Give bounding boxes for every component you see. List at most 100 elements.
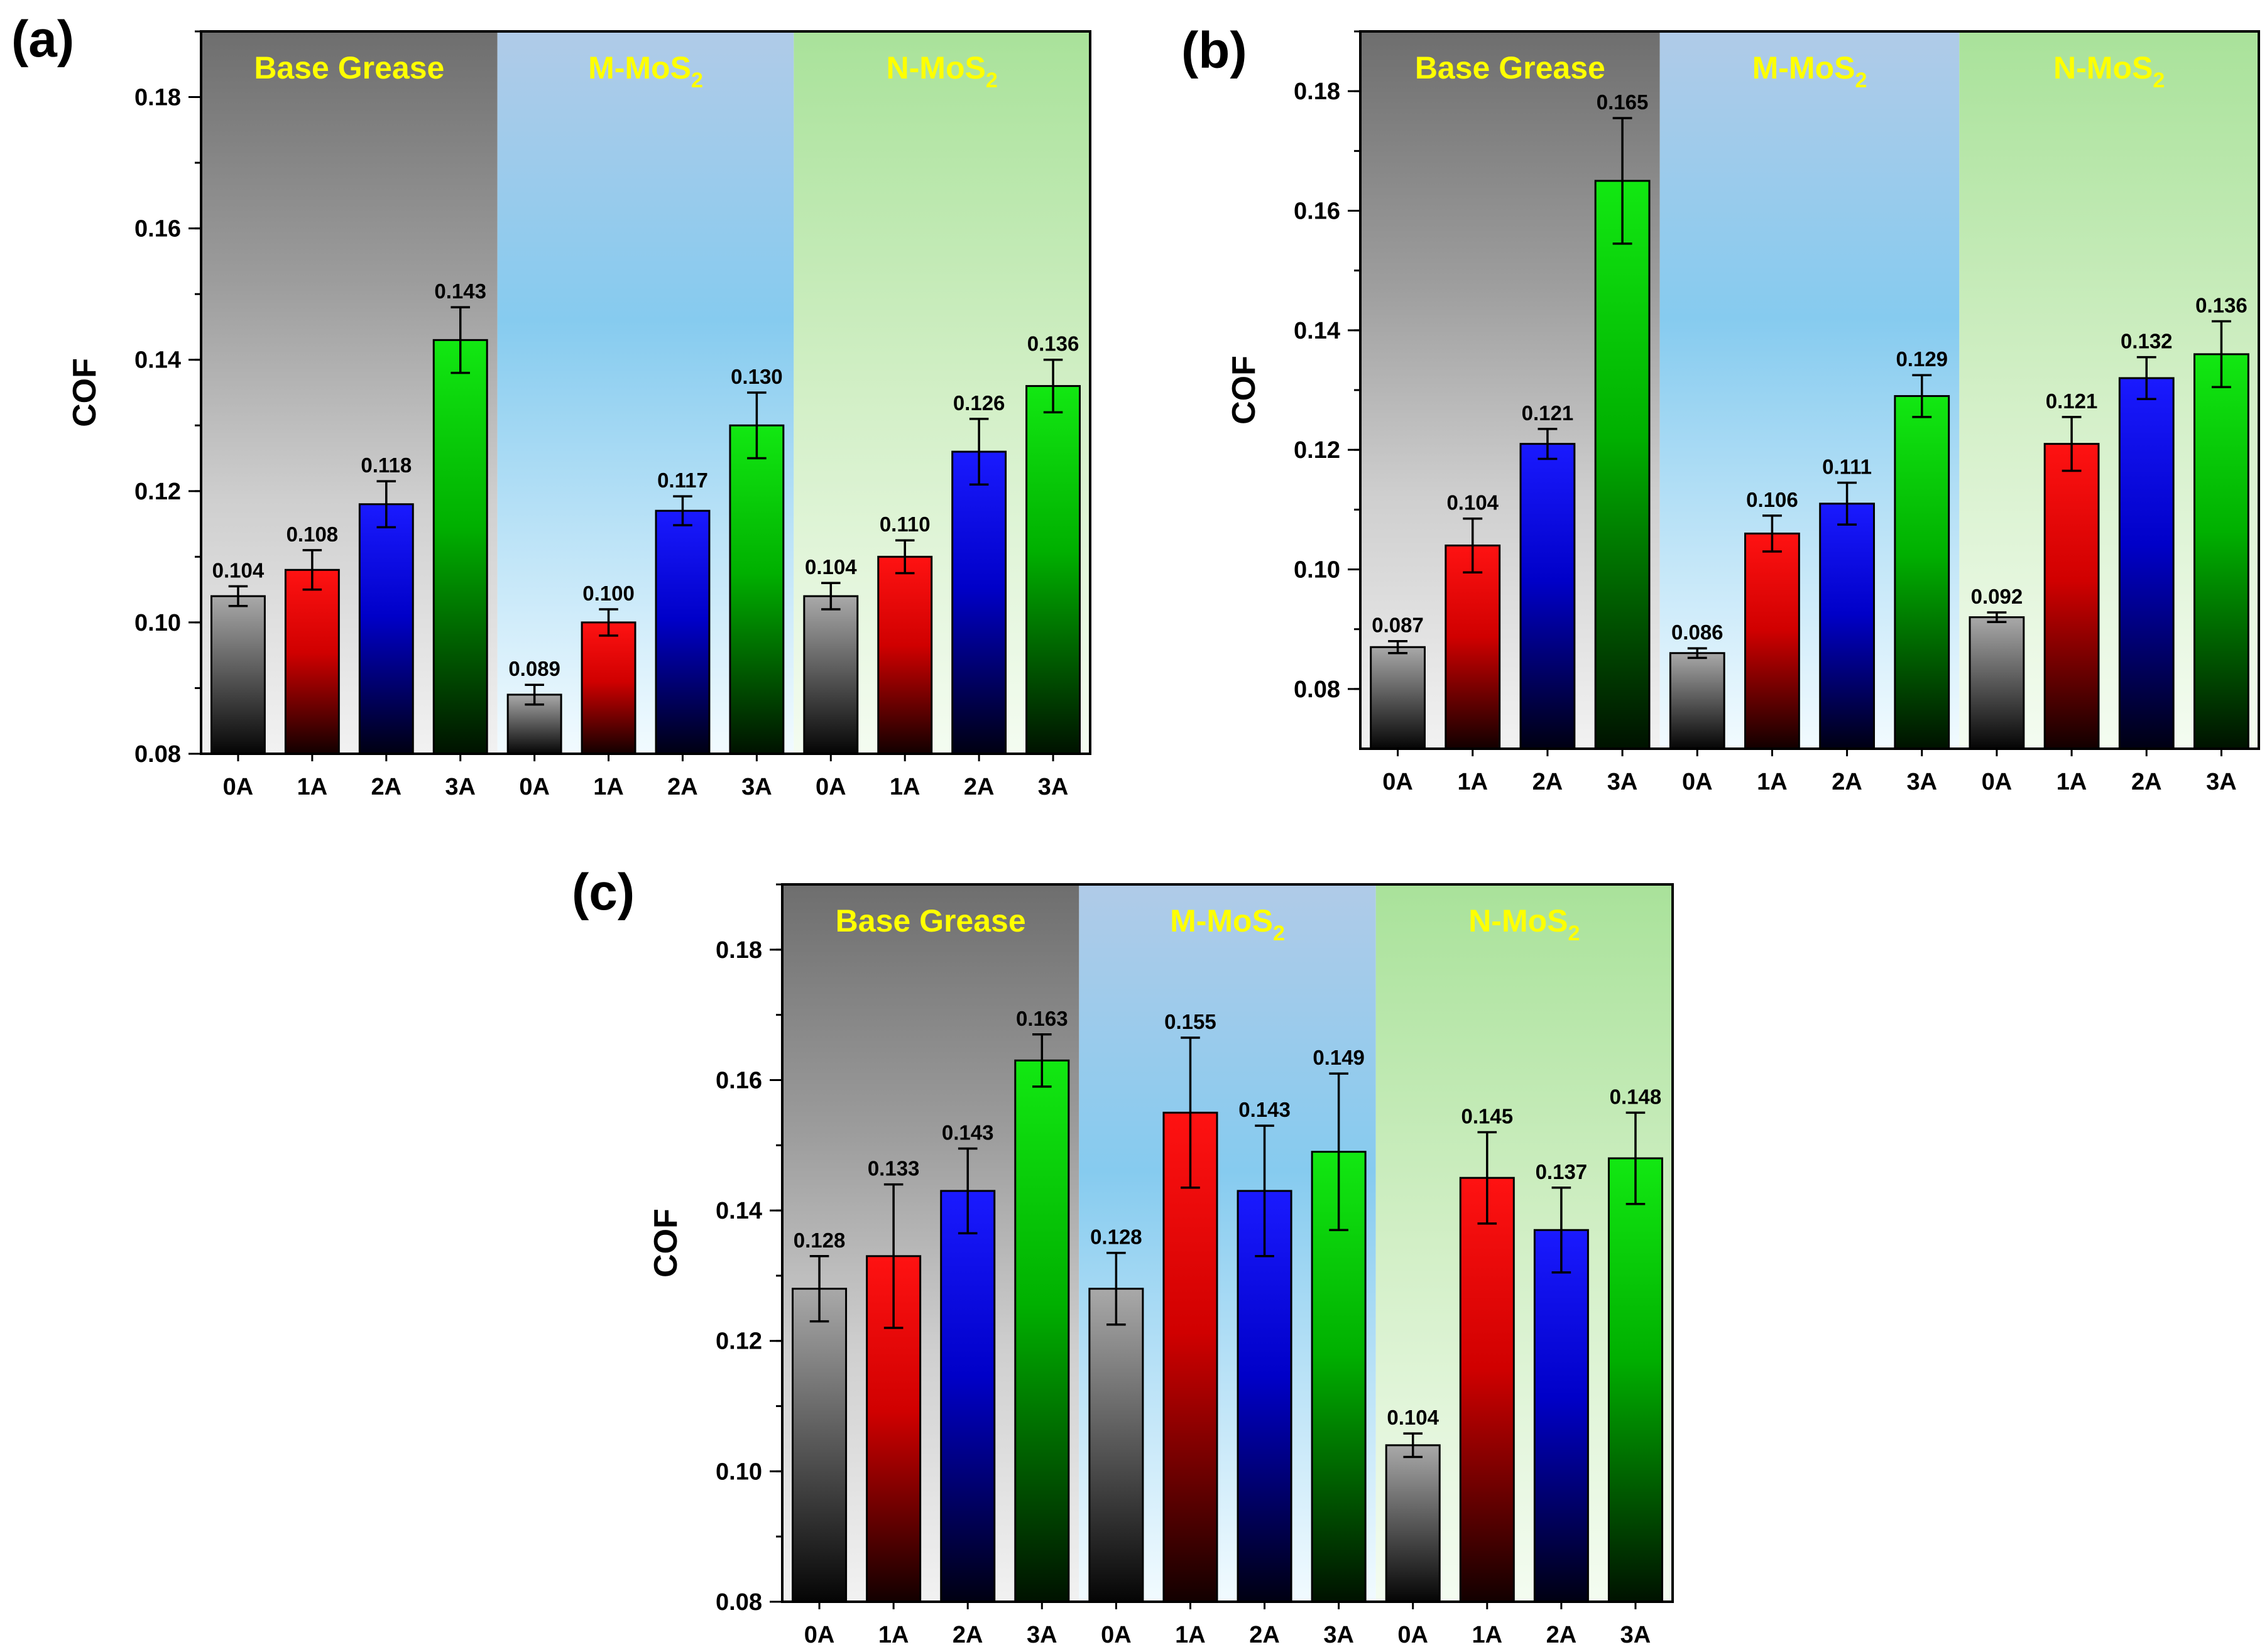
error-bar xyxy=(2211,320,2231,388)
value-label: 0.163 xyxy=(1016,1007,1068,1030)
bar xyxy=(1025,385,1081,755)
value-label: 0.149 xyxy=(1313,1046,1365,1069)
x-tick-label: 1A xyxy=(878,1622,909,1648)
value-label: 0.143 xyxy=(942,1121,994,1144)
value-label: 0.121 xyxy=(2046,389,2098,413)
y-tick-label: 0.16 xyxy=(1294,198,1340,225)
value-label: 0.086 xyxy=(1671,621,1723,644)
group-label-subscript: 2 xyxy=(1568,921,1580,945)
value-label: 0.136 xyxy=(2195,294,2248,317)
bar xyxy=(940,1190,996,1603)
value-label: 0.165 xyxy=(1597,90,1649,114)
x-tick-label: 0A xyxy=(519,774,550,800)
y-tick-label: 0.12 xyxy=(716,1329,762,1355)
error-bar xyxy=(302,549,322,591)
x-tick-label: 0A xyxy=(1682,769,1713,795)
bar xyxy=(1014,1059,1070,1603)
value-label: 0.136 xyxy=(1027,332,1079,356)
y-tick-label: 0.14 xyxy=(716,1198,762,1224)
x-tick-label: 3A xyxy=(1323,1622,1354,1648)
error-bar xyxy=(1551,1187,1571,1274)
group-label-subscript: 2 xyxy=(1855,68,1867,92)
group-label-name: Base Grease xyxy=(836,903,1026,938)
x-tick-label: 2A xyxy=(667,774,698,800)
value-label: 0.145 xyxy=(1461,1105,1513,1128)
group-label-name: N-MoS xyxy=(1468,903,1568,938)
x-tick-label: 2A xyxy=(964,774,995,800)
panel-2: 0.128 0A 0.133 1A 0.143 2A 0.163 3A Base Grease 0… xyxy=(572,864,1674,1648)
value-label: 0.106 xyxy=(1746,488,1798,511)
value-label: 0.104 xyxy=(212,558,265,582)
value-label: 0.155 xyxy=(1164,1010,1216,1033)
bar xyxy=(1669,652,1725,750)
error-bar xyxy=(1987,611,2007,623)
group-label-name: M-MoS xyxy=(588,50,691,85)
error-bar xyxy=(1837,481,1857,526)
value-label: 0.121 xyxy=(1522,401,1574,425)
axes-frame xyxy=(200,30,1091,755)
bar xyxy=(1894,395,1950,750)
x-tick-label: 3A xyxy=(1038,774,1069,800)
bar xyxy=(1607,1157,1663,1603)
y-tick-label: 0.10 xyxy=(1294,557,1340,584)
error-bar xyxy=(451,306,470,374)
value-label: 0.132 xyxy=(2121,330,2173,353)
error-bar xyxy=(1538,428,1558,460)
value-label: 0.104 xyxy=(805,555,857,579)
error-bar xyxy=(1106,1251,1126,1326)
error-bar xyxy=(958,1147,978,1235)
bar xyxy=(1370,646,1426,750)
x-tick-label: 1A xyxy=(2057,769,2087,795)
error-bar xyxy=(376,480,396,529)
bar xyxy=(1519,443,1576,750)
error-bar xyxy=(1463,517,1483,574)
error-bar xyxy=(1388,639,1408,655)
y-tick-label: 0.14 xyxy=(134,347,181,374)
bar xyxy=(1088,1288,1144,1603)
error-bar xyxy=(1912,374,1932,418)
bar xyxy=(2043,443,2100,750)
x-tick-label: 2A xyxy=(2131,769,2162,795)
bar xyxy=(284,568,340,755)
bar xyxy=(358,503,414,755)
x-tick-label: 3A xyxy=(445,774,476,800)
bar xyxy=(1594,180,1651,750)
error-bar xyxy=(747,391,767,460)
x-tick-label: 2A xyxy=(371,774,402,800)
group-label: N-MoS2 xyxy=(2053,50,2165,92)
value-label: 0.128 xyxy=(794,1229,846,1252)
group-label-subscript: 2 xyxy=(691,68,703,92)
value-label: 0.117 xyxy=(657,469,708,492)
bar xyxy=(1969,616,2025,750)
y-tick-label: 0.10 xyxy=(134,610,181,636)
x-tick-label: 2A xyxy=(1546,1622,1577,1648)
x-tick-label: 0A xyxy=(223,774,254,800)
value-label: 0.111 xyxy=(1822,455,1872,479)
y-tick-label: 0.08 xyxy=(134,741,181,768)
bar xyxy=(210,595,266,755)
error-bar xyxy=(1329,1072,1348,1231)
panel-label: (b) xyxy=(1181,22,1247,79)
group-label: Base Grease xyxy=(254,50,444,85)
x-tick-label: 1A xyxy=(1472,1622,1503,1648)
error-bar xyxy=(1255,1124,1274,1258)
value-label: 0.100 xyxy=(582,582,635,605)
value-label: 0.104 xyxy=(1446,491,1499,514)
x-tick-label: 0A xyxy=(1382,769,1413,795)
x-tick-label: 1A xyxy=(1457,769,1488,795)
bar xyxy=(1445,544,1501,750)
group-label-name: M-MoS xyxy=(1752,50,1855,85)
bar xyxy=(1533,1229,1589,1603)
error-bar xyxy=(821,582,841,611)
error-bar xyxy=(969,418,989,486)
value-label: 0.118 xyxy=(361,454,412,477)
value-label: 0.129 xyxy=(1896,347,1948,371)
error-bar xyxy=(599,608,618,637)
error-bar xyxy=(809,1255,829,1323)
group-label: M-MoS2 xyxy=(1170,903,1285,945)
value-label: 0.148 xyxy=(1610,1085,1662,1108)
x-tick-label: 0A xyxy=(1982,769,2013,795)
x-tick-label: 2A xyxy=(1249,1622,1280,1648)
value-label: 0.128 xyxy=(1090,1225,1142,1249)
